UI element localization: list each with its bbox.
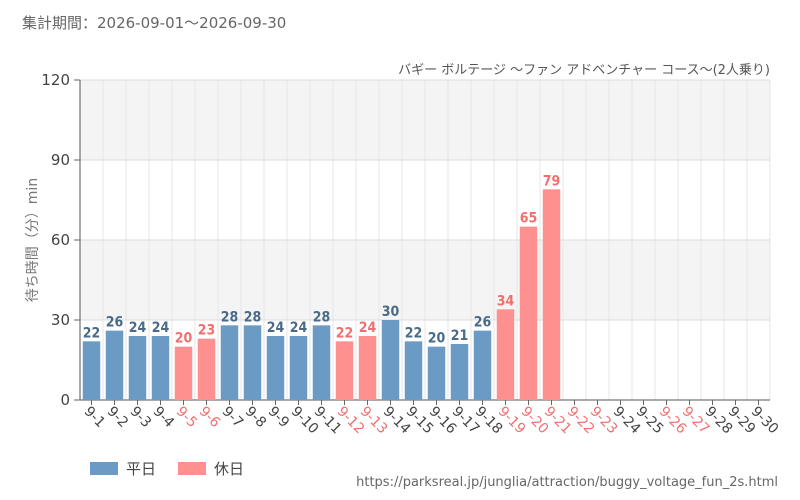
bar-9-21: [542, 189, 561, 400]
data-label-9-1: 22: [83, 325, 101, 341]
x-tick-label-9-8: 9-8: [242, 404, 269, 431]
y-tick-label: 0: [60, 391, 70, 409]
x-tick-label-9-7: 9-7: [219, 404, 246, 431]
data-label-9-4: 24: [152, 320, 170, 336]
bar-9-3: [128, 336, 147, 400]
bar-9-20: [519, 226, 538, 400]
y-tick-label: 30: [51, 311, 70, 329]
legend: 平日 休日: [90, 458, 244, 479]
legend-label-weekday: 平日: [126, 460, 157, 478]
data-label-9-7: 28: [221, 309, 239, 325]
bar-9-9: [266, 336, 285, 400]
chart-title: バギー ボルテージ ～ファン アドベンチャー コース～(2人乗り): [398, 63, 770, 78]
x-tick-label-9-4: 9-4: [150, 404, 178, 432]
legend-item-weekday: 平日: [90, 458, 156, 479]
bar-9-2: [105, 330, 124, 400]
x-tick-label-9-5: 9-5: [173, 404, 200, 431]
source-url: https://parksreal.jp/junglia/attraction/…: [356, 475, 778, 490]
data-label-9-3: 24: [129, 320, 147, 336]
bar-9-14: [381, 320, 400, 400]
bar-9-11: [312, 325, 331, 400]
bar-9-15: [404, 341, 423, 400]
bar-9-4: [151, 336, 170, 400]
bar-9-6: [197, 338, 216, 400]
bar-9-19: [496, 309, 515, 400]
x-tick-label-9-2: 9-2: [104, 404, 131, 431]
data-label-9-16: 20: [428, 331, 446, 347]
data-label-9-19: 34: [497, 293, 515, 309]
data-label-9-2: 26: [106, 315, 124, 331]
legend-item-holiday: 休日: [178, 458, 244, 479]
x-tick-label-9-9: 9-9: [265, 404, 292, 431]
bar-9-12: [335, 341, 354, 400]
bar-9-5: [174, 346, 193, 400]
bar-9-18: [473, 330, 492, 400]
legend-label-holiday: 休日: [214, 460, 245, 478]
x-tick-label-9-3: 9-3: [127, 404, 154, 431]
data-label-9-18: 26: [474, 315, 492, 331]
bar-9-1: [82, 341, 101, 400]
y-tick-label: 90: [51, 151, 70, 169]
bar-9-13: [358, 336, 377, 400]
y-tick-label: 120: [41, 71, 70, 89]
bar-9-17: [450, 344, 469, 400]
data-label-9-21: 79: [543, 173, 561, 189]
bar-9-10: [289, 336, 308, 400]
data-label-9-8: 28: [244, 309, 262, 325]
bar-9-7: [220, 325, 239, 400]
y-axis-label: 待ち時間（分）min: [25, 178, 41, 302]
data-label-9-14: 30: [382, 304, 400, 320]
data-label-9-11: 28: [313, 309, 331, 325]
legend-swatch-weekday: [90, 462, 118, 475]
data-label-9-15: 22: [405, 325, 423, 341]
y-tick-label: 60: [51, 231, 70, 249]
bar-9-16: [427, 346, 446, 400]
data-label-9-17: 21: [451, 328, 469, 344]
period-label: 集計期間：2026-09-01～2026-09-30: [22, 14, 287, 32]
data-label-9-10: 24: [290, 320, 308, 336]
x-tick-label-9-6: 9-6: [196, 404, 224, 432]
data-label-9-20: 65: [520, 211, 538, 227]
bar-9-8: [243, 325, 262, 400]
data-label-9-5: 20: [175, 331, 193, 347]
legend-swatch-holiday: [178, 462, 207, 475]
data-label-9-6: 23: [198, 323, 216, 339]
data-label-9-12: 22: [336, 325, 354, 341]
data-label-9-13: 24: [359, 320, 377, 336]
data-label-9-9: 24: [267, 320, 285, 336]
x-tick-label-9-1: 9-1: [81, 404, 108, 431]
